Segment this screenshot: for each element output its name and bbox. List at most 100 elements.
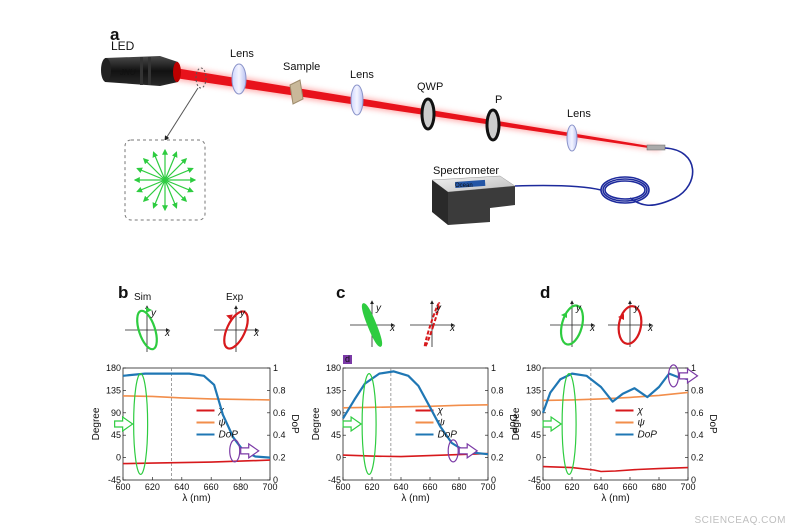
y2-tick-label: 0.8 [273, 385, 286, 395]
y2-tick-label: 0 [691, 475, 696, 485]
y-tick-label: -45 [328, 475, 341, 485]
lens-2-label: Lens [350, 69, 374, 81]
y2-tick-label: 0.2 [491, 453, 504, 463]
badge-box [343, 355, 352, 364]
polarization-ellipse [617, 305, 643, 345]
y2-axis-title: DoP [707, 414, 718, 434]
ray-arrow [164, 151, 178, 181]
panel-label-a: a [110, 25, 120, 44]
x-tick-label: 680 [233, 482, 248, 492]
lens-3-label: Lens [567, 108, 591, 120]
annotation-ellipse-dop [667, 364, 680, 388]
y-axis-title: Degree [311, 407, 322, 440]
optical-fiber [514, 147, 694, 206]
series-line-angle [122, 395, 271, 401]
y-tick-label: 135 [326, 385, 341, 395]
ray-arrow [136, 167, 166, 181]
series-line-angle [542, 465, 689, 473]
watermark: SCIENCEAQ.COM [694, 515, 786, 526]
polarization-ellipse [223, 310, 249, 350]
led-source: JNU [101, 56, 181, 86]
y2-tick-label: 1 [273, 363, 278, 373]
experimental-polarization-icon: xy [410, 300, 456, 348]
y-tick-label: 0 [536, 453, 541, 463]
right-axis-arrow-icon [678, 367, 699, 384]
simulated-polarization-icon: xy [550, 300, 596, 347]
polarization-ellipse [136, 309, 158, 351]
spectrometer-label: Spectrometer [433, 165, 499, 177]
x-tick-label: 660 [422, 482, 437, 492]
x-tick-label: 700 [480, 482, 495, 492]
y-tick-label: -45 [528, 475, 541, 485]
legend-sim-label: Sim [134, 292, 151, 303]
led-brand-text: JNU [119, 68, 136, 77]
x-axis-label: x [449, 323, 456, 334]
panel-label-c: c [336, 283, 345, 302]
y2-tick-label: 0.6 [273, 408, 286, 418]
y-axis-label: y [633, 303, 640, 314]
x-tick-label: 620 [364, 482, 379, 492]
polarizer-label: P [495, 94, 502, 106]
legend-label: ψ [638, 418, 646, 429]
legend-label: χ [637, 406, 644, 417]
series-line-angle [542, 391, 689, 402]
legend-label: χ [437, 406, 444, 417]
emission-inset [124, 139, 206, 221]
x-tick-label: 700 [262, 482, 277, 492]
setup-diagram: a JNU LED Lens Sample [101, 25, 694, 225]
y-tick-label: 0 [116, 453, 121, 463]
polarization-ellipse [423, 302, 441, 348]
x-axis-label: x [589, 323, 596, 334]
zoom-pointer [164, 87, 199, 141]
y-tick-label: 45 [331, 430, 341, 440]
rotation-arrow-icon [618, 314, 624, 320]
series-line-angle [342, 404, 489, 409]
legend-label: ψ [438, 418, 446, 429]
sample-label: Sample [283, 61, 320, 73]
y-axis-title: Degree [91, 407, 102, 440]
x-axis-title: λ (nm) [182, 493, 210, 504]
y-tick-label: 90 [531, 408, 541, 418]
annotation-ellipse-dop [229, 439, 241, 463]
polarization-ellipse [559, 304, 585, 346]
legend-label: ψ [219, 418, 227, 429]
series-line-dop [541, 372, 689, 414]
lens-1 [231, 63, 247, 95]
x-axis-label: x [389, 323, 396, 334]
polarizer [485, 108, 501, 142]
y2-tick-label: 0 [491, 475, 496, 485]
sample-plate [289, 79, 304, 105]
x-axis-label: x [253, 328, 260, 339]
y-axis-label: y [150, 308, 157, 319]
legend-exp-label: Exp [226, 292, 244, 303]
y2-tick-label: 0.4 [273, 430, 286, 440]
x-axis-label: x [164, 328, 171, 339]
spectrometer-brand: Ocean [455, 183, 473, 189]
spectrometer: Ocean [431, 175, 516, 225]
y-tick-label: 135 [106, 385, 121, 395]
y-tick-label: 45 [111, 430, 121, 440]
source-zoom-marker [195, 67, 207, 89]
lens-3 [566, 124, 578, 152]
x-tick-label: 660 [204, 482, 219, 492]
x-tick-label: 640 [393, 482, 408, 492]
x-axis-title: λ (nm) [401, 493, 429, 504]
series-line-dop [342, 370, 489, 456]
ray-arrow [164, 179, 178, 209]
plot-frame [542, 367, 689, 481]
ray-arrow [142, 179, 166, 203]
x-tick-label: 640 [593, 482, 608, 492]
right-axis-arrow-icon [458, 442, 479, 460]
y-tick-label: 135 [526, 385, 541, 395]
legend-label: DoP [638, 430, 658, 441]
y-tick-label: 0 [336, 453, 341, 463]
quarter-wave-plate [420, 97, 436, 131]
rotation-arrow-icon [146, 307, 152, 313]
fiber-connector [646, 144, 666, 151]
ray-arrow [164, 179, 194, 193]
annotation-ellipse-dop [447, 439, 459, 463]
y2-axis-title: DoP [289, 414, 300, 434]
y-axis-label: y [239, 308, 246, 319]
